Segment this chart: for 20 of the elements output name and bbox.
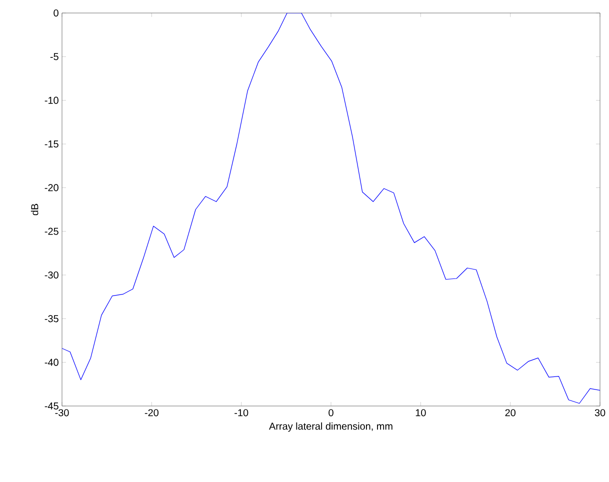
x-tick-label: -30 <box>55 409 69 416</box>
y-tick-label: -35 <box>44 315 58 322</box>
y-axis-title: dB <box>30 204 38 216</box>
x-tick-label: -20 <box>144 409 158 416</box>
x-axis-title: Array lateral dimension, mm <box>269 422 392 432</box>
y-tick-label: -40 <box>44 358 58 366</box>
y-tick-label: -20 <box>44 184 58 192</box>
y-tick-label: -45 <box>44 402 58 410</box>
x-tick-label: 10 <box>416 409 426 416</box>
y-tick-label: -30 <box>44 271 58 279</box>
y-tick-label: -5 <box>50 53 58 60</box>
y-tick-label: 0 <box>54 9 58 17</box>
y-tick-label: -25 <box>44 228 58 235</box>
x-tick-label: -10 <box>234 409 248 416</box>
line-series <box>62 12 600 404</box>
x-tick-label: 20 <box>505 409 516 416</box>
x-tick-label: 30 <box>594 409 606 416</box>
y-tick-label: -15 <box>44 140 58 148</box>
x-tick-label: 0 <box>328 409 334 416</box>
y-tick-label: -10 <box>44 96 58 104</box>
